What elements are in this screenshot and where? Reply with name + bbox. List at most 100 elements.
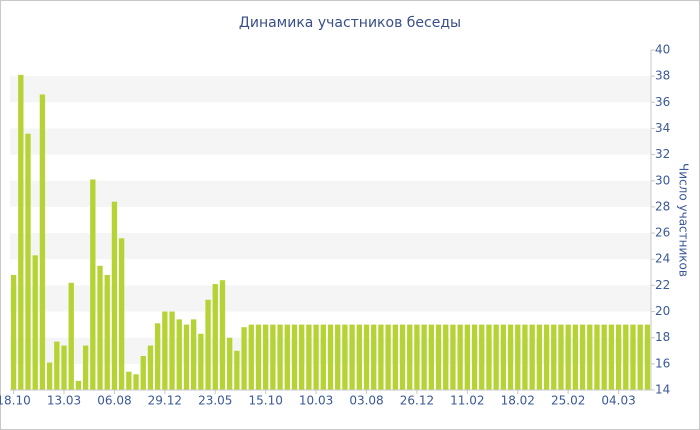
x-tick-label: 23.05 — [198, 394, 232, 408]
bar — [176, 319, 182, 390]
bar — [428, 324, 434, 390]
bar — [219, 280, 226, 390]
bar — [241, 327, 247, 390]
y-tick-label: 38 — [655, 69, 670, 83]
bar — [507, 324, 514, 390]
bar — [579, 324, 586, 390]
y-tick-label: 16 — [655, 356, 670, 370]
bar — [183, 324, 190, 390]
y-tick-label: 22 — [655, 278, 670, 292]
bar — [284, 324, 290, 390]
bar — [529, 324, 535, 390]
bar — [486, 324, 492, 390]
bar — [299, 324, 305, 390]
bar — [25, 133, 31, 390]
bar — [306, 324, 312, 390]
bar — [615, 324, 622, 390]
bar — [75, 380, 82, 390]
bar — [205, 299, 211, 390]
bar — [227, 337, 233, 390]
bar — [255, 324, 262, 390]
bar — [479, 324, 485, 390]
bar — [356, 324, 362, 390]
bar — [363, 324, 370, 390]
bar — [140, 356, 146, 390]
bar — [457, 324, 463, 390]
bar — [464, 324, 471, 390]
x-tick-label: 29.12 — [148, 394, 182, 408]
bar — [39, 94, 46, 390]
grid-band — [10, 233, 651, 260]
bar — [385, 324, 391, 390]
y-tick-label: 30 — [655, 173, 670, 187]
y-tick-label: 20 — [655, 304, 670, 318]
bar — [118, 238, 125, 390]
bar — [349, 324, 355, 390]
bar — [522, 324, 528, 390]
bar — [378, 324, 384, 390]
bar — [147, 345, 154, 390]
y-tick-label: 34 — [655, 121, 670, 135]
bar — [414, 324, 420, 390]
bar — [623, 324, 629, 390]
bar — [154, 323, 161, 390]
bar — [608, 324, 615, 390]
x-tick-label: 10.03 — [299, 394, 333, 408]
bar — [335, 324, 341, 390]
grid-band — [10, 76, 651, 103]
bar — [10, 274, 17, 390]
bar — [637, 324, 643, 390]
grid-band — [10, 128, 651, 155]
bar — [399, 324, 406, 390]
y-tick-label: 26 — [655, 226, 670, 240]
y-tick-label: 32 — [655, 147, 670, 161]
bar — [32, 255, 38, 390]
bar — [493, 324, 499, 390]
bar — [277, 324, 283, 390]
bar — [90, 179, 96, 390]
y-tick-label: 14 — [655, 383, 670, 397]
bar — [162, 311, 168, 390]
x-tick-label: 04.03 — [601, 394, 635, 408]
bar — [234, 350, 240, 390]
bar — [212, 284, 218, 390]
bar — [536, 324, 543, 390]
bar — [46, 362, 53, 390]
y-axis-label: Число участников — [677, 163, 691, 277]
bar — [644, 324, 651, 390]
x-tick-label: 03.08 — [349, 394, 383, 408]
bar — [291, 324, 298, 390]
bar — [18, 74, 24, 390]
bar — [320, 324, 326, 390]
bar — [327, 324, 334, 390]
y-tick-label: 18 — [655, 330, 670, 344]
x-tick-label: 18.10 — [0, 394, 31, 408]
bar — [313, 324, 319, 390]
bar — [551, 324, 557, 390]
x-tick-label: 06.08 — [97, 394, 131, 408]
bar — [61, 345, 67, 390]
bar — [190, 319, 197, 390]
chart-title: Динамика участников беседы — [239, 15, 461, 31]
bar — [342, 324, 348, 390]
bar — [97, 265, 103, 390]
bar — [371, 324, 377, 390]
x-tick-label: 26.12 — [400, 394, 434, 408]
bar — [270, 324, 276, 390]
bar — [500, 324, 507, 390]
grid-band — [10, 180, 651, 207]
y-tick-label: 24 — [655, 252, 670, 266]
bar — [68, 282, 74, 390]
bar — [133, 374, 139, 390]
bar — [601, 324, 607, 390]
x-tick-label: 15.10 — [249, 394, 283, 408]
x-tick-label: 11.02 — [450, 394, 484, 408]
bar — [248, 324, 254, 390]
bar — [198, 333, 204, 390]
bar — [443, 324, 449, 390]
y-tick-label: 40 — [655, 43, 670, 57]
bar — [572, 324, 579, 390]
bar — [169, 311, 175, 390]
bar — [543, 324, 550, 390]
